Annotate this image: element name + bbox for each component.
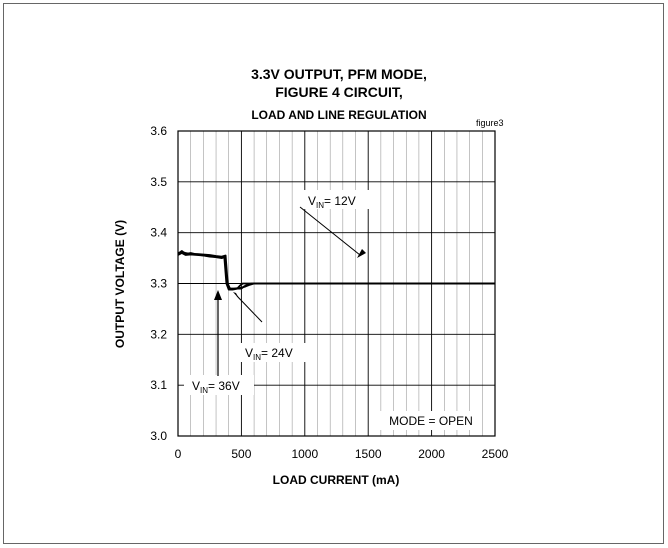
figure-tag: figure3 bbox=[476, 118, 504, 128]
y-tick-label: 3.0 bbox=[150, 429, 167, 443]
outer-border bbox=[3, 3, 664, 544]
x-tick-label: 500 bbox=[231, 447, 251, 461]
chart-title-line-1: 3.3V OUTPUT, PFM MODE, bbox=[251, 66, 427, 82]
y-tick-label: 3.4 bbox=[150, 226, 167, 240]
y-tick-label: 3.5 bbox=[150, 175, 167, 189]
x-axis-label: LOAD CURRENT (mA) bbox=[273, 473, 400, 487]
annotation-backing bbox=[300, 190, 370, 209]
series-line-3 bbox=[177, 252, 495, 290]
series-group bbox=[177, 250, 495, 291]
annotation-group: VIN= 12V VIN= 24V VIN= 36V MODE = OPEN bbox=[184, 190, 482, 430]
leader-line-24v bbox=[236, 295, 263, 323]
arrowhead-24v bbox=[233, 292, 240, 300]
x-tick-label: 2500 bbox=[482, 447, 509, 461]
x-tick-label: 2000 bbox=[418, 447, 445, 461]
annotation-label: VIN= 24V bbox=[245, 346, 293, 362]
chart-title-line-3: LOAD AND LINE REGULATION bbox=[251, 108, 426, 122]
mode-label: MODE = OPEN bbox=[389, 414, 473, 428]
annotation-backing bbox=[184, 375, 254, 395]
plot-frame bbox=[177, 130, 496, 437]
leader-line-12v bbox=[299, 206, 361, 256]
y-tick-label: 3.6 bbox=[150, 124, 167, 138]
x-tick-label: 0 bbox=[175, 447, 182, 461]
arrowhead-12v bbox=[357, 249, 366, 258]
x-tick-label: 1000 bbox=[291, 447, 318, 461]
y-tick-label: 3.1 bbox=[150, 378, 167, 392]
chart-title-line-2: FIGURE 4 CIRCUIT, bbox=[275, 84, 403, 100]
tick-label-group: 0 500 1000 1500 2000 2500 3.0 3.1 3.2 3.3 3.4 3.5 3.… bbox=[150, 124, 508, 461]
mode-label-backing bbox=[379, 411, 482, 430]
x-tick-label: 1500 bbox=[355, 447, 382, 461]
y-axis-label: OUTPUT VOLTAGE (V) bbox=[113, 220, 127, 348]
annotation-label: VIN= 36V bbox=[192, 379, 240, 395]
annotation-backing bbox=[240, 343, 313, 362]
y-tick-label: 3.3 bbox=[150, 277, 167, 291]
y-tick-label: 3.2 bbox=[150, 327, 167, 341]
arrowhead-36v bbox=[214, 290, 222, 300]
annotation-label: VIN= 12V bbox=[308, 194, 356, 210]
